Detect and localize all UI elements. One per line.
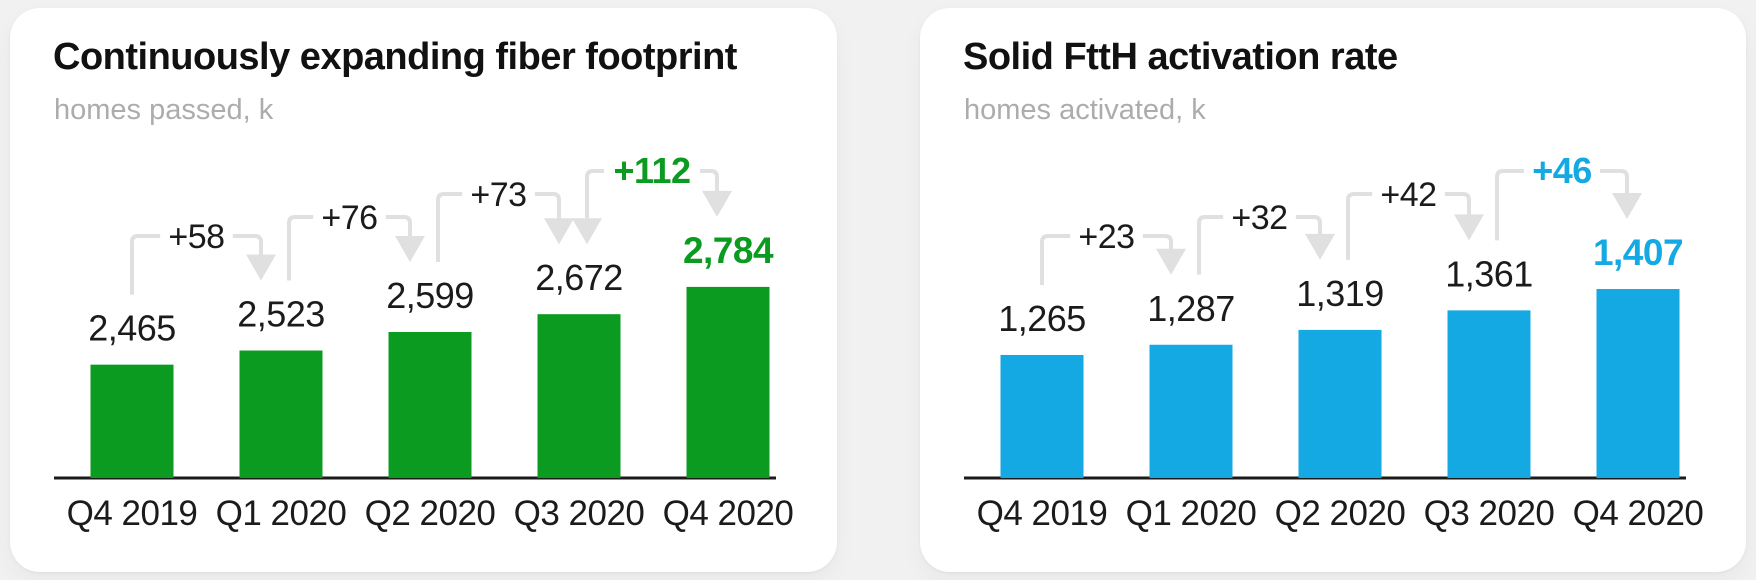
delta-arrowhead [1612, 193, 1642, 220]
delta-arrowhead [1156, 248, 1186, 275]
bar-value-label: 2,523 [237, 294, 325, 335]
delta-arrowhead [702, 190, 732, 217]
bar-value-label: 1,265 [998, 298, 1086, 339]
delta-connector-left [436, 192, 463, 262]
chart-card-ftth-activation: Solid FttH activation rate homes activat… [920, 8, 1746, 572]
bar-value-label: 2,672 [535, 257, 623, 298]
delta-arrowhead [544, 218, 574, 245]
bar [1000, 354, 1084, 478]
delta-connector-left [1197, 215, 1224, 275]
bar [686, 286, 770, 478]
delta-connector-right [232, 234, 263, 257]
bar-value-label: 1,287 [1147, 288, 1235, 329]
bar-value-label: 2,465 [88, 308, 176, 349]
bar [90, 364, 174, 478]
x-axis-label: Q4 2020 [663, 494, 794, 533]
delta-connector-right [1600, 169, 1629, 196]
delta-label: +23 [1078, 218, 1134, 256]
delta-connector-left [585, 169, 604, 221]
x-axis-label: Q1 2020 [216, 494, 347, 533]
bar [1298, 329, 1382, 478]
bar-value-label: 1,361 [1445, 253, 1533, 294]
chart-title: Continuously expanding fiber footprint [53, 36, 737, 78]
delta-arrowhead [1305, 233, 1335, 260]
delta-connector-left [1040, 234, 1071, 285]
x-axis-label: Q4 2020 [1573, 494, 1704, 533]
bar-value-label: 2,784 [683, 230, 774, 271]
bar [1447, 310, 1531, 478]
x-axis-label: Q2 2020 [365, 494, 496, 533]
x-axis-label: Q4 2019 [977, 494, 1108, 533]
x-axis-label: Q4 2019 [67, 494, 198, 533]
delta-connector-left [130, 234, 161, 295]
delta-label: +32 [1231, 199, 1287, 237]
delta-connector-right [1444, 192, 1471, 217]
delta-connector-right [700, 169, 719, 193]
bar [537, 314, 621, 478]
chart-title: Solid FttH activation rate [963, 36, 1398, 78]
bar-value-label: 2,599 [386, 275, 474, 316]
delta-label: +112 [613, 150, 690, 191]
bar-chart-homes-passed: 2,465 Q4 2019 2,523 Q1 2020 2,599 Q2 2020 2,67… [54, 150, 794, 533]
delta-arrowhead [246, 254, 276, 281]
delta-connector-right [1142, 234, 1173, 251]
delta-arrowhead [395, 235, 425, 262]
x-axis-label: Q2 2020 [1275, 494, 1406, 533]
bar [239, 350, 323, 478]
bar [1596, 289, 1680, 478]
delta-connector-left [1495, 169, 1524, 241]
delta-label: +42 [1380, 176, 1436, 214]
chart-subtitle: homes activated, k [964, 94, 1206, 126]
x-axis-label: Q1 2020 [1126, 494, 1257, 533]
delta-connector-right [1295, 215, 1322, 236]
bar-value-label: 1,407 [1593, 232, 1683, 273]
chart-subtitle: homes passed, k [54, 94, 274, 126]
delta-arrowhead [572, 218, 602, 245]
bar [1149, 344, 1233, 478]
x-axis-label: Q3 2020 [514, 494, 645, 533]
bar-value-label: 1,319 [1296, 273, 1384, 314]
delta-arrowhead [1454, 214, 1484, 241]
chart-card-fiber-footprint: Continuously expanding fiber footprint h… [10, 8, 837, 572]
delta-connector-right [385, 215, 412, 238]
delta-connector-left [287, 215, 314, 281]
delta-connector-left [1346, 192, 1373, 260]
delta-label: +73 [470, 176, 526, 214]
delta-connector-right [534, 192, 561, 221]
delta-label: +58 [168, 218, 224, 256]
bar-chart-homes-activated: 1,265 Q4 2019 1,287 Q1 2020 1,319 Q2 2020 1,36… [964, 150, 1704, 533]
delta-label: +76 [321, 199, 377, 237]
x-axis-label: Q3 2020 [1424, 494, 1555, 533]
delta-label: +46 [1532, 150, 1592, 191]
bar [388, 331, 472, 478]
